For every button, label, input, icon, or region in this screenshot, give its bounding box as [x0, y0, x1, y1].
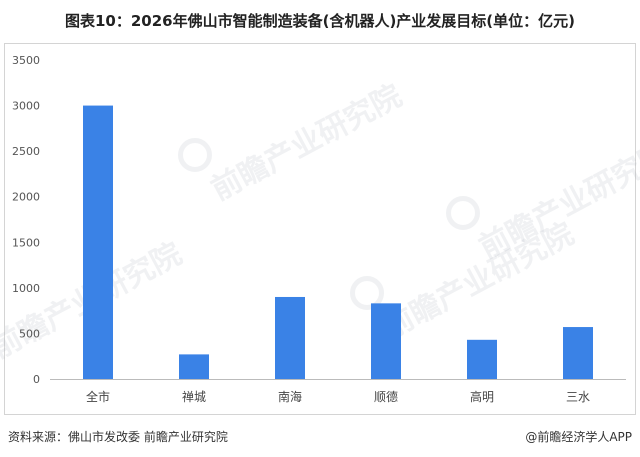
- y-tick-label: 2000: [12, 191, 40, 204]
- x-tick-label: 全市: [86, 389, 110, 404]
- bar: [275, 296, 305, 379]
- x-tick-label: 高明: [470, 389, 494, 404]
- chart-title: 图表10：2026年佛山市智能制造装备(含机器人)产业发展目标(单位：亿元): [64, 12, 576, 30]
- x-tick-label: 三水: [566, 390, 590, 404]
- chart-frame: [4, 43, 636, 415]
- x-axis-labels: 全市 禅城 南海 顺德 高明 三水: [86, 389, 590, 404]
- bars: [83, 105, 593, 380]
- x-tick-label: 南海: [278, 389, 302, 404]
- x-tick-label: 禅城: [182, 390, 206, 404]
- bar: [83, 105, 113, 380]
- bar: [563, 327, 593, 379]
- source-note: 资料来源：佛山市发改委 前瞻产业研究院: [8, 430, 228, 444]
- y-tick-label: 1500: [12, 236, 40, 249]
- brand-credit: @前瞻经济学人APP: [525, 430, 632, 444]
- y-tick-label: 2500: [12, 145, 40, 158]
- y-tick-label: 3000: [12, 100, 40, 113]
- y-tick-label: 0: [33, 373, 40, 386]
- y-axis-ticks: 0 500 1000 1500 2000 2500 3000 3500: [12, 54, 40, 386]
- y-tick-label: 1000: [12, 282, 40, 295]
- x-tick-label: 顺德: [374, 389, 398, 404]
- y-tick-label: 500: [19, 327, 40, 340]
- bar: [371, 303, 401, 379]
- bar: [179, 354, 209, 379]
- y-tick-label: 3500: [12, 54, 40, 67]
- bar: [467, 339, 497, 379]
